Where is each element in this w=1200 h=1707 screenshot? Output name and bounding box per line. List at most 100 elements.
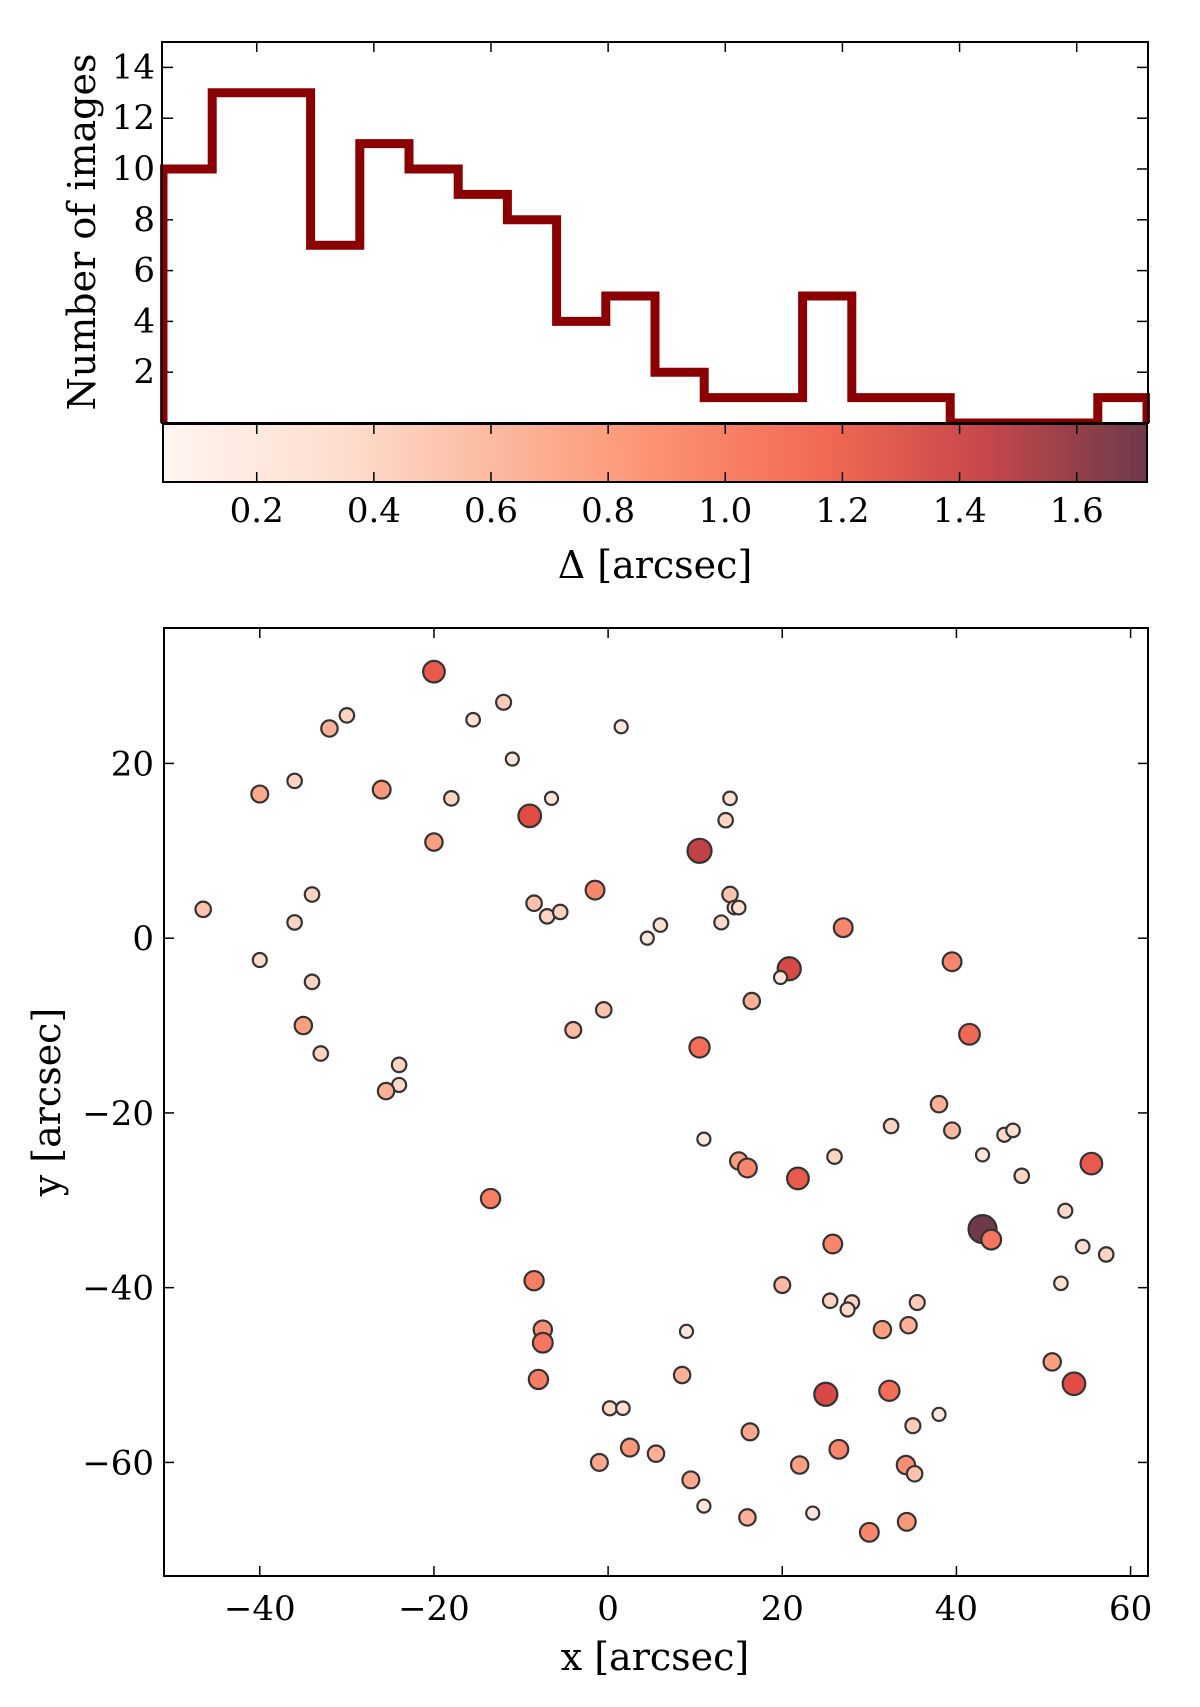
scatter-point — [672, 1365, 692, 1385]
scatter-point — [286, 914, 303, 931]
scatter-point — [931, 1406, 947, 1422]
scatter-point — [839, 1301, 856, 1318]
colorbar-tick-label: 1.0 — [698, 491, 752, 531]
scatter-point — [517, 803, 543, 829]
colorbar-ticks: 0.2 0.4 0.6 0.8 1.0 1.2 1.4 1.6 — [230, 424, 1104, 531]
scatter-point — [717, 811, 735, 829]
scatter-point — [615, 1400, 631, 1417]
colorbar-tick-label: 0.6 — [464, 491, 518, 531]
scatter-point — [589, 1452, 609, 1472]
scatter-point — [828, 1438, 850, 1460]
scatter-point — [730, 899, 747, 916]
scatter-point — [479, 1187, 502, 1210]
scatter-point — [652, 917, 669, 933]
scatter-y-tick-label: 0 — [132, 919, 154, 959]
scatter-point — [742, 991, 762, 1011]
colorbar-tick-label: 0.4 — [347, 491, 401, 531]
scatter-point — [551, 903, 569, 921]
scatter-point — [601, 1400, 618, 1417]
scatter-point — [1005, 1122, 1021, 1139]
colorbar-tick-label: 0.2 — [230, 491, 284, 531]
scatter-point — [738, 1508, 757, 1527]
scatter-frame — [163, 627, 1149, 1577]
histogram-y-tick-label: 10 — [112, 149, 155, 189]
scatter-point — [813, 1381, 839, 1407]
colorbar-gradient — [163, 424, 1147, 482]
scatter-point — [908, 1293, 926, 1312]
scatter-point — [896, 1511, 917, 1532]
histogram-step-line — [160, 88, 1150, 424]
histogram-y-ticks: 2 4 6 8 10 12 14 — [112, 42, 1147, 392]
scatter-point — [564, 1020, 583, 1039]
scatter-point — [773, 1275, 792, 1295]
scatter-point — [543, 790, 560, 807]
scatter-point — [958, 1022, 981, 1046]
scatter-point — [905, 1464, 924, 1483]
scatter-point — [1079, 1151, 1104, 1176]
scatter-point — [872, 1319, 893, 1340]
scatter-point — [293, 1015, 314, 1036]
scatter-point — [194, 900, 213, 919]
scatter-point — [504, 751, 520, 767]
colorbar-frame — [162, 423, 1148, 483]
scatter-point — [878, 1379, 901, 1402]
histogram-y-tick-label: 14 — [112, 47, 155, 87]
scatter-point — [303, 886, 321, 903]
scatter-points — [194, 659, 1115, 1543]
scatter-point — [443, 790, 460, 807]
scatter-y-tick-label: −60 — [82, 1443, 154, 1483]
histogram-y-tick-label: 4 — [133, 301, 155, 341]
scatter-point — [678, 1323, 695, 1339]
scatter-point — [594, 1001, 613, 1019]
scatter-point — [1097, 1246, 1115, 1263]
scatter-point — [619, 1437, 640, 1458]
colorbar: 0.2 0.4 0.6 0.8 1.0 1.2 1.4 1.6 Δ [arcsec] — [162, 423, 1148, 587]
histogram-y-tick-label: 2 — [133, 352, 155, 392]
scatter-point — [390, 1056, 408, 1074]
scatter-point — [371, 779, 392, 800]
scatter-point — [943, 1121, 962, 1140]
scatter-point — [822, 1233, 844, 1255]
scatter-y-tick-label: −40 — [82, 1269, 154, 1309]
scatter-point — [688, 1036, 711, 1059]
scatter-point — [376, 1081, 396, 1101]
scatter-point — [821, 1292, 839, 1310]
colorbar-tick-label: 0.8 — [581, 491, 635, 531]
scatter-point — [312, 1045, 330, 1062]
scatter-x-tick-label: −20 — [398, 1589, 470, 1629]
scatter-point — [858, 1521, 880, 1543]
scatter-point — [613, 719, 629, 735]
scatter-point — [286, 772, 303, 790]
scatter-point — [251, 951, 268, 969]
histogram-panel: 2 4 6 8 10 12 14 Number of images — [60, 41, 1150, 424]
histogram-y-tick-label: 6 — [133, 251, 155, 291]
scatter-x-tick-label: 20 — [761, 1589, 804, 1629]
scatter-point — [686, 837, 713, 864]
scatter-point — [1042, 1352, 1062, 1372]
histogram-y-tick-label: 12 — [112, 98, 155, 138]
scatter-point — [713, 914, 730, 931]
scatter-x-tick-label: −40 — [224, 1589, 296, 1629]
colorbar-axis-label: Δ [arcsec] — [558, 543, 753, 587]
scatter-point — [826, 1148, 843, 1165]
histogram-y-axis-label: Number of images — [60, 54, 104, 411]
scatter-point — [320, 719, 339, 738]
scatter-point — [786, 1166, 810, 1191]
scatter-point — [584, 879, 606, 901]
scatter-point — [899, 1315, 918, 1335]
scatter-point — [424, 832, 444, 852]
scatter-x-tick-label: 0 — [597, 1589, 619, 1629]
colorbar-tick-label: 1.2 — [815, 491, 869, 531]
scatter-point — [495, 693, 513, 711]
scatter-point — [882, 1117, 900, 1135]
scatter-panel: −40 −20 0 20 40 60 20 0 −20 −40 −60 x [arcsec] y [… — [25, 627, 1152, 1679]
scatter-point — [422, 659, 446, 684]
scatter-x-tick-label: 60 — [1109, 1589, 1152, 1629]
scatter-point — [1013, 1167, 1031, 1185]
scatter-point — [465, 711, 481, 728]
scatter-point — [929, 1094, 949, 1114]
scatter-point — [303, 973, 321, 991]
scatter-point — [805, 1505, 821, 1521]
scatter-point — [525, 894, 543, 913]
